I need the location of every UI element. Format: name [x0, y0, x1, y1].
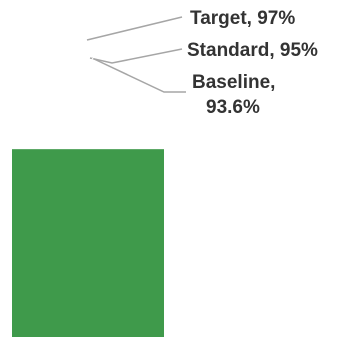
bar-overall — [12, 149, 164, 337]
annotation-baseline-line2: 93.6% — [206, 97, 260, 118]
annotation-target: Target, 97% — [190, 8, 296, 29]
leader-line-standard — [89, 48, 183, 64]
bar-data-label: 95% — [67, 54, 98, 71]
leader-line-target — [86, 16, 183, 41]
annotation-standard: Standard, 95% — [187, 40, 318, 61]
leader-line-baseline — [91, 57, 186, 93]
annotation-baseline-line1: Baseline, — [192, 72, 276, 93]
